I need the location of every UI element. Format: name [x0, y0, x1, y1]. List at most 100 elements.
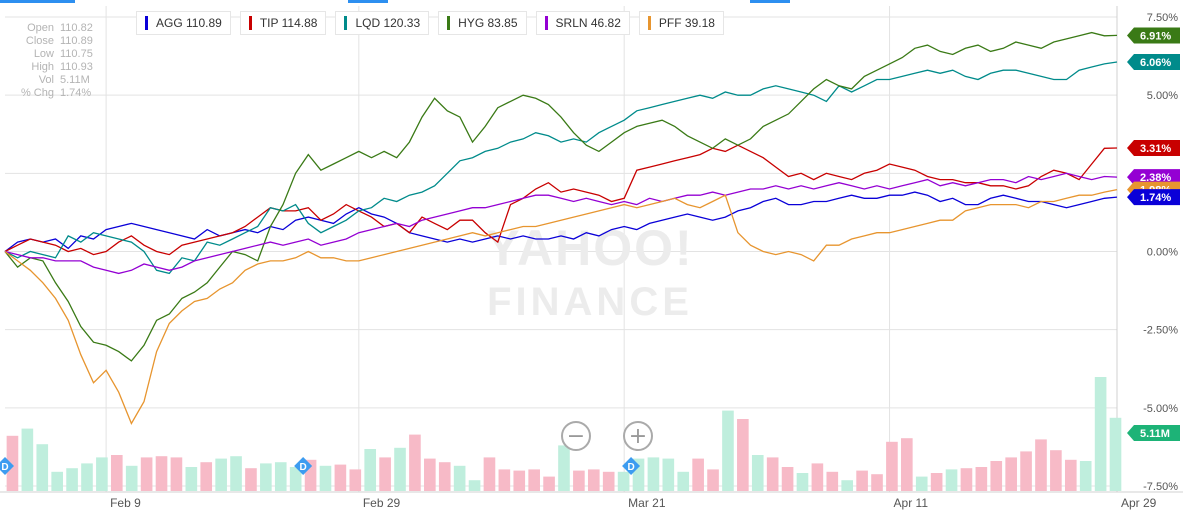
- dividend-marker[interactable]: D: [294, 457, 313, 475]
- volume-bar: [1109, 417, 1122, 491]
- volume-bar: [468, 480, 481, 491]
- dividend-marker[interactable]: D: [0, 457, 14, 475]
- legend-label: LQD 120.33: [355, 16, 421, 30]
- volume-bar: [558, 445, 570, 491]
- svg-text:6.91%: 6.91%: [1140, 30, 1171, 42]
- volume-bar: [841, 480, 854, 491]
- svg-text:D: D: [1, 462, 8, 473]
- x-tick-label: Feb 29: [363, 496, 401, 510]
- x-tick-label: Apr 29: [1121, 496, 1157, 510]
- zoom-in-button[interactable]: +: [623, 421, 653, 451]
- volume-bar: [975, 467, 988, 491]
- volume-bar: [915, 476, 928, 491]
- legend-swatch: [544, 16, 548, 30]
- y-axis: 7.50%5.00%2.50%0.00%-2.50%-5.00%-7.50%: [1143, 12, 1178, 493]
- volume-bar: [364, 449, 377, 491]
- legend-item-hyg[interactable]: HYG 83.85: [438, 11, 527, 35]
- volume-bar: [960, 468, 973, 491]
- top-highlight-bar: [0, 0, 75, 3]
- volume-bar: [901, 438, 913, 491]
- top-highlight-bar: [750, 0, 790, 3]
- legend-swatch: [647, 16, 651, 30]
- volume-bar: [886, 441, 898, 491]
- zoom-out-button[interactable]: −: [561, 421, 591, 451]
- watermark-line1: YAHOO!: [486, 220, 693, 276]
- volume-bar: [722, 410, 734, 491]
- volume-bar: [230, 456, 242, 491]
- volume-bar: [438, 462, 451, 491]
- volume-bar: [110, 455, 123, 491]
- x-axis: Feb 9 Feb 29 Mar 21 Apr 11 Apr 29: [110, 496, 1157, 510]
- volume-bar: [215, 458, 227, 491]
- volume-bar: [125, 465, 138, 491]
- legend: AGG 110.89 TIP 114.88 LQD 120.33 HYG 83.…: [136, 11, 724, 35]
- end-label-agg: 1.74%: [1127, 189, 1180, 206]
- svg-text:1.74%: 1.74%: [1140, 192, 1171, 204]
- end-label-lqd: 6.06%: [1127, 54, 1180, 71]
- volume-bar: [528, 469, 540, 491]
- legend-swatch: [145, 16, 148, 30]
- legend-label: SRLN 46.82: [555, 16, 621, 30]
- zoom-in-icon: +: [629, 424, 647, 449]
- x-tick-label: Apr 11: [894, 496, 929, 510]
- volume-bar: [647, 457, 660, 491]
- volume-bar: [498, 469, 511, 491]
- ohlc-panel: Open 110.82 Close 110.89 Low 110.75 High 110…: [6, 22, 102, 100]
- legend-item-lqd[interactable]: LQD 120.33: [335, 11, 430, 35]
- zoom-out-icon: −: [567, 424, 585, 449]
- series-line-hyg[interactable]: [4, 31, 1118, 362]
- legend-item-pff[interactable]: PFF 39.18: [638, 11, 724, 35]
- x-tick-label: Mar 21: [628, 496, 666, 510]
- volume-bar: [66, 468, 78, 491]
- volume-bar: [587, 469, 600, 491]
- volume-bar: [6, 435, 19, 491]
- ohlc-row-pct-chg: % Chg 1.74%: [20, 87, 92, 99]
- volume-bar: [51, 471, 63, 491]
- dividend-marker[interactable]: D: [622, 457, 641, 475]
- volume-bar: [81, 463, 93, 491]
- volume-bar: [155, 456, 168, 491]
- volume-bar: [140, 457, 153, 491]
- legend-label: PFF 39.18: [658, 16, 715, 30]
- volume-bar: [707, 469, 719, 491]
- series-line-lqd[interactable]: [4, 61, 1118, 275]
- ohlc-row-high: High 110.93: [31, 61, 93, 73]
- series-line-srln[interactable]: [4, 172, 1118, 275]
- volume-bar: [453, 465, 466, 491]
- volume-bar: [36, 444, 49, 491]
- svg-text:D: D: [627, 462, 634, 473]
- volume-bar: [394, 447, 406, 491]
- svg-text:3.31%: 3.31%: [1140, 143, 1171, 155]
- legend-label: TIP 114.88: [259, 16, 318, 30]
- series-line-tip[interactable]: [4, 144, 1118, 256]
- volume-bar: [692, 458, 704, 491]
- grid: [0, 6, 1183, 493]
- volume-bar: [349, 469, 362, 491]
- volume-bar: [871, 474, 883, 491]
- y-tick-label: -2.50%: [1143, 325, 1178, 337]
- legend-item-srln[interactable]: SRLN 46.82: [535, 11, 630, 35]
- legend-swatch: [344, 16, 348, 30]
- ohlc-row-vol: Vol 5.11M: [38, 74, 90, 86]
- legend-item-tip[interactable]: TIP 114.88: [239, 11, 327, 35]
- legend-swatch: [447, 16, 451, 30]
- volume-bar: [856, 470, 868, 491]
- series-line-agg[interactable]: [4, 191, 1118, 253]
- series-line-pff[interactable]: [4, 188, 1118, 425]
- svg-text:5.11M: 5.11M: [1140, 428, 1170, 440]
- volume-bar: [334, 464, 347, 491]
- volume-bar: [1035, 439, 1047, 491]
- y-tick-label: 0.00%: [1147, 247, 1178, 259]
- legend-item-agg[interactable]: AGG 110.89: [136, 11, 231, 35]
- volume-bar: [96, 457, 108, 491]
- volume-bar: [602, 471, 615, 491]
- volume-bars: [6, 377, 1122, 491]
- volume-bar: [513, 470, 526, 491]
- volume-bar: [766, 457, 779, 491]
- legend-swatch: [248, 16, 252, 30]
- volume-bar: [245, 468, 257, 491]
- svg-text:2.38%: 2.38%: [1140, 172, 1171, 184]
- volume-bar: [632, 458, 645, 491]
- volume-bar: [170, 457, 183, 491]
